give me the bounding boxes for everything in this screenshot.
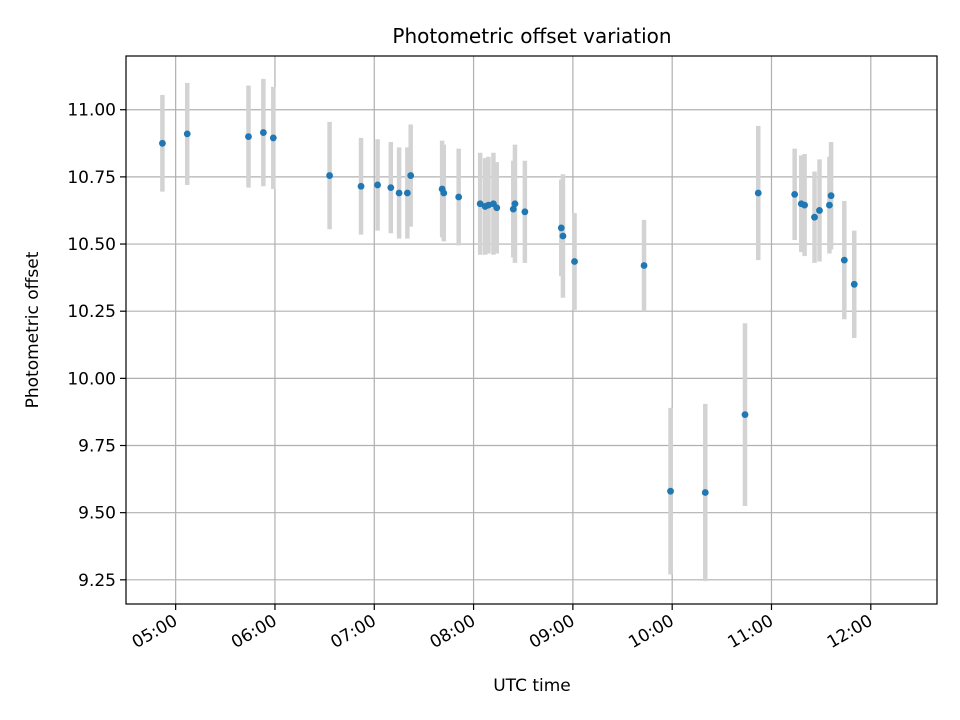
data-point <box>440 189 448 197</box>
data-point <box>571 258 578 265</box>
data-point <box>407 172 415 179</box>
data-points <box>159 129 858 496</box>
data-point <box>816 207 823 214</box>
data-point <box>741 411 749 419</box>
grid-lines <box>126 56 937 604</box>
plot-frame <box>125 55 938 605</box>
y-tick-label: 10.00 <box>67 369 116 389</box>
data-point <box>455 193 463 201</box>
y-axis-label: Photometric offset <box>23 251 43 408</box>
y-tick-label: 10.25 <box>67 302 116 322</box>
data-point <box>667 487 674 495</box>
y-tick-label: 10.75 <box>67 168 116 188</box>
data-point <box>826 201 833 209</box>
data-point <box>801 201 808 209</box>
x-axis-label: UTC time <box>493 676 571 696</box>
data-point <box>476 200 484 208</box>
data-point <box>509 205 517 213</box>
data-point <box>791 190 799 198</box>
data-point <box>387 184 395 192</box>
y-tick-label: 10.50 <box>67 235 116 255</box>
y-tick-label: 11.00 <box>67 101 116 121</box>
data-point <box>374 181 381 189</box>
data-point <box>840 256 848 264</box>
y-tick-label: 9.75 <box>78 437 116 457</box>
data-point <box>559 232 567 240</box>
data-point <box>640 262 648 269</box>
data-point <box>850 280 858 288</box>
data-point <box>511 200 519 208</box>
y-tick-label: 9.25 <box>78 571 116 591</box>
data-point <box>827 192 835 200</box>
data-point <box>269 134 277 142</box>
data-point <box>245 133 252 140</box>
chart-title: Photometric offset variation <box>392 24 671 48</box>
data-point <box>754 189 762 197</box>
data-point <box>326 172 333 179</box>
data-point <box>493 204 501 212</box>
data-point <box>183 130 191 138</box>
y-tick-label: 9.50 <box>78 504 116 524</box>
data-point <box>357 182 365 190</box>
data-point <box>521 208 529 216</box>
data-point <box>159 139 166 147</box>
y-axis-ticks: 11.00 10.75 10.50 10.25 10.00 9.75 9.50 9.25 <box>67 101 126 591</box>
data-point <box>259 129 267 136</box>
data-point <box>403 189 411 197</box>
data-point <box>811 213 818 221</box>
data-point <box>395 189 403 197</box>
data-point <box>701 489 709 496</box>
data-point <box>557 224 565 232</box>
